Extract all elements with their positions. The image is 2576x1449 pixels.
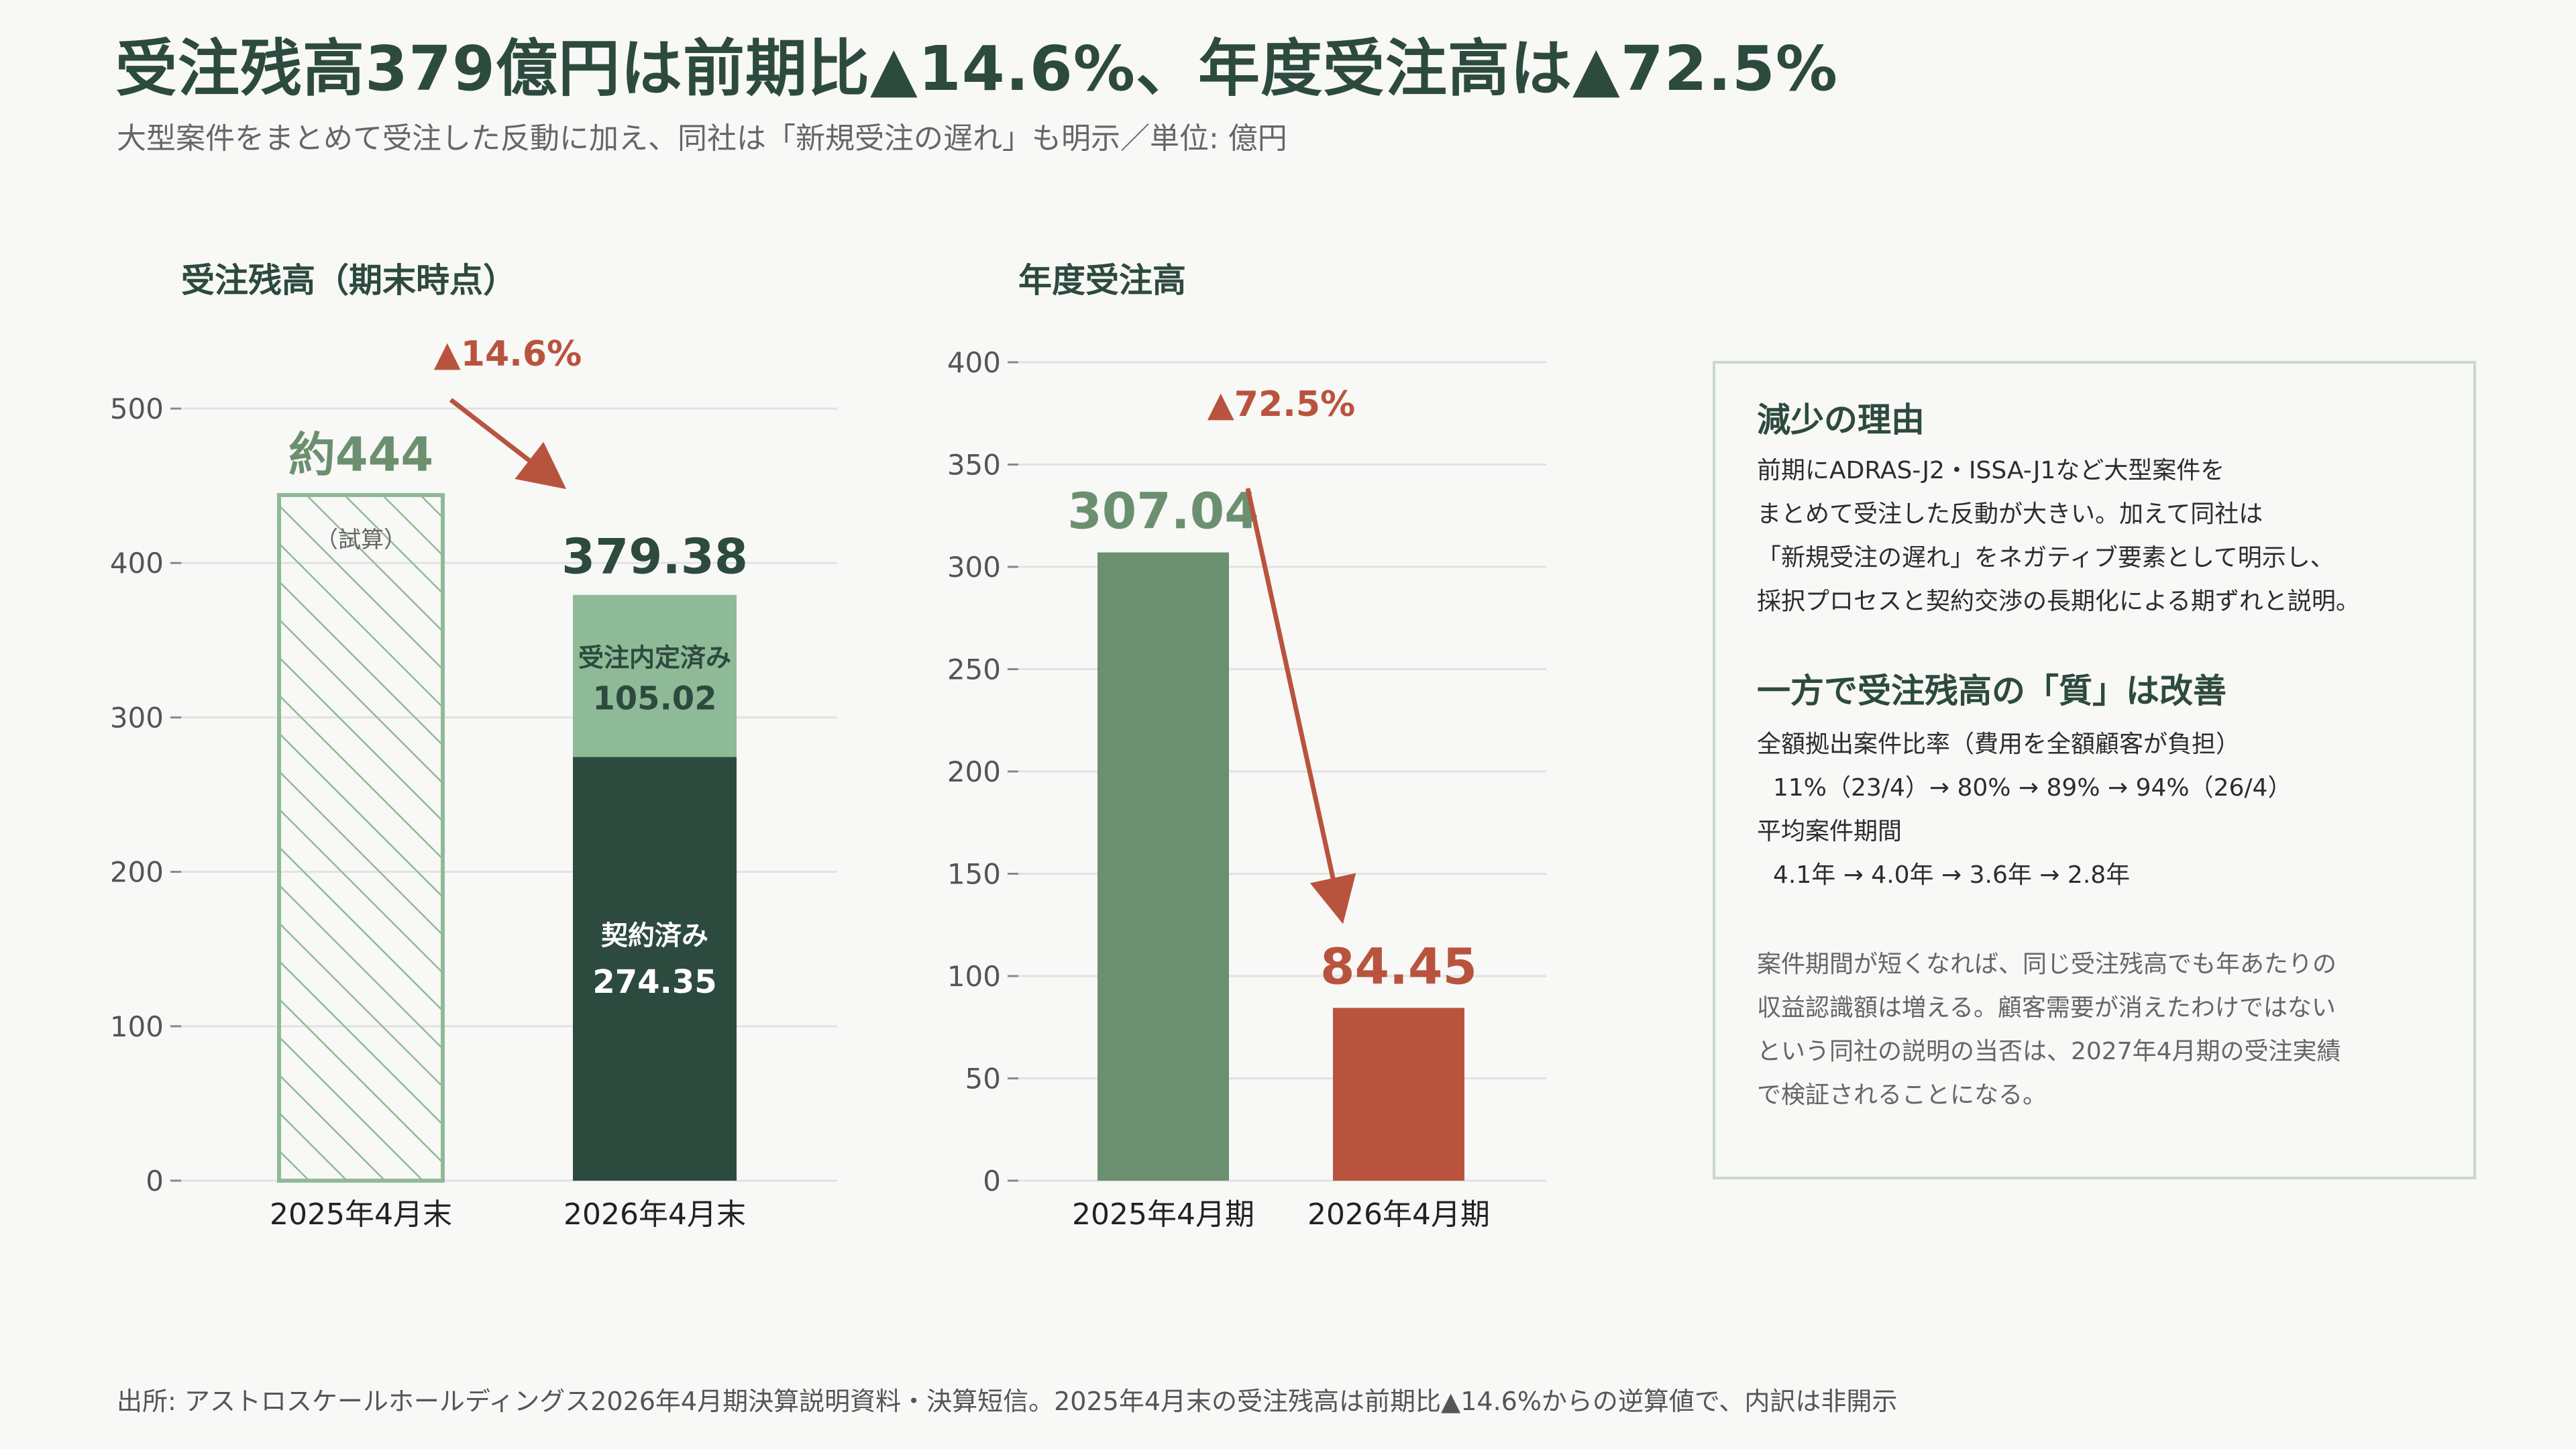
y-tick-label: 400 bbox=[110, 547, 164, 580]
box-note-line: という同社の説明の当否は、2027年4月期の受注実績 bbox=[1757, 1038, 2341, 1065]
chart1-title: 受注残高（期末時点） bbox=[181, 261, 517, 300]
chart1-segment-contracted-name: 契約済み bbox=[601, 920, 708, 951]
chart1-gridlines bbox=[170, 407, 837, 1182]
chart1-y-ticks: 0 100 200 300 400 500 bbox=[110, 392, 164, 1197]
y-tick-label: 300 bbox=[947, 551, 1001, 584]
page-title: 受注残高379億円は前期比▲14.6%、年度受注高は▲72.5% bbox=[115, 33, 1838, 105]
box-reason-line: 「新規受注の遅れ」をネガティブ要素として明示し、 bbox=[1757, 544, 2334, 572]
y-tick-label: 50 bbox=[965, 1063, 1001, 1095]
box-reason-line: 前期にADRAS-J2・ISSA-J1など大型案件を bbox=[1757, 457, 2225, 484]
chart1-segment-pending-name: 受注内定済み bbox=[578, 643, 731, 673]
box-note-line: で検証されることになる。 bbox=[1757, 1081, 2047, 1109]
y-tick-label: 200 bbox=[947, 755, 1001, 788]
chart2-value-2026: 84.45 bbox=[1320, 938, 1477, 996]
box-reason-line: 採択プロセスと契約交渉の長期化による期ずれと説明。 bbox=[1757, 588, 2360, 615]
chart2-bar-2026 bbox=[1333, 1008, 1464, 1181]
chart1-segment-contracted-value: 274.35 bbox=[592, 963, 716, 1001]
y-tick-label: 0 bbox=[146, 1165, 164, 1197]
chart2-x-label-2025: 2025年4月期 bbox=[1072, 1197, 1254, 1232]
chart1-label-2026-total: 379.38 bbox=[561, 529, 748, 585]
y-tick-label: 350 bbox=[947, 449, 1001, 482]
chart1-change-annotation: ▲14.6% bbox=[434, 334, 582, 374]
page-subtitle: 大型案件をまとめて受注した反動に加え、同社は「新規受注の遅れ」も明示／単位: 億… bbox=[117, 121, 1287, 156]
chart1-x-label-2026: 2026年4月末 bbox=[564, 1197, 746, 1232]
chart2-x-label-2026: 2026年4月期 bbox=[1307, 1197, 1490, 1232]
y-tick-label: 300 bbox=[110, 701, 164, 734]
chart2-bar-2025 bbox=[1097, 552, 1229, 1181]
box-metric1-label: 全額拠出案件比率（費用を全額顧客が負担） bbox=[1757, 731, 2241, 758]
y-tick-label: 400 bbox=[947, 346, 1001, 379]
chart2-y-ticks: 0 50 100 150 200 250 300 350 400 bbox=[947, 346, 1001, 1197]
box-note-line: 収益認識額は増える。顧客需要が消えたわけではない bbox=[1757, 994, 2336, 1022]
y-tick-label: 250 bbox=[947, 653, 1001, 686]
chart2-value-2025: 307.04 bbox=[1067, 483, 1259, 541]
box-heading-quality: 一方で受注残高の「質」は改善 bbox=[1757, 672, 2226, 710]
box-metric2-label: 平均案件期間 bbox=[1757, 818, 1902, 845]
chart2-change-annotation: ▲72.5% bbox=[1208, 384, 1355, 425]
chart1-note-2025: （試算） bbox=[315, 527, 407, 553]
y-tick-label: 0 bbox=[983, 1165, 1001, 1197]
chart1-label-2025: 約444 bbox=[288, 427, 433, 482]
y-tick-label: 100 bbox=[947, 960, 1001, 993]
box-note-line: 案件期間が短くなれば、同じ受注残高でも年あたりの bbox=[1757, 951, 2337, 978]
chart1-segment-pending-value: 105.02 bbox=[592, 680, 716, 718]
chart1-bar-2026-contracted bbox=[573, 757, 737, 1181]
chart1-bar-2025-estimate bbox=[277, 492, 445, 1183]
y-tick-label: 200 bbox=[110, 856, 164, 889]
box-metric1-value: 11%（23/4）→ 80% → 89% → 94%（26/4） bbox=[1773, 774, 2292, 802]
y-tick-label: 150 bbox=[947, 858, 1001, 891]
chart2-change-arrow bbox=[1245, 488, 1356, 924]
box-metric2-value: 4.1年 → 4.0年 → 3.6年 → 2.8年 bbox=[1773, 861, 2131, 889]
chart1-change-arrow bbox=[449, 398, 567, 490]
y-tick-label: 500 bbox=[110, 392, 164, 425]
explanation-box: 減少の理由 前期にADRAS-J2・ISSA-J1など大型案件を まとめて受注し… bbox=[1713, 361, 2476, 1179]
chart1-bar-2026-pending bbox=[573, 594, 737, 757]
chart2-title: 年度受注高 bbox=[1018, 261, 1186, 300]
box-reason-line: まとめて受注した反動が大きい。加えて同社は bbox=[1757, 500, 2263, 528]
box-heading-reason: 減少の理由 bbox=[1757, 400, 1925, 439]
source-note: 出所: アストロスケールホールディングス2026年4月期決算説明資料・決算短信。… bbox=[117, 1387, 1898, 1416]
chart1-x-label-2025: 2025年4月末 bbox=[270, 1197, 452, 1232]
y-tick-label: 100 bbox=[110, 1010, 164, 1043]
